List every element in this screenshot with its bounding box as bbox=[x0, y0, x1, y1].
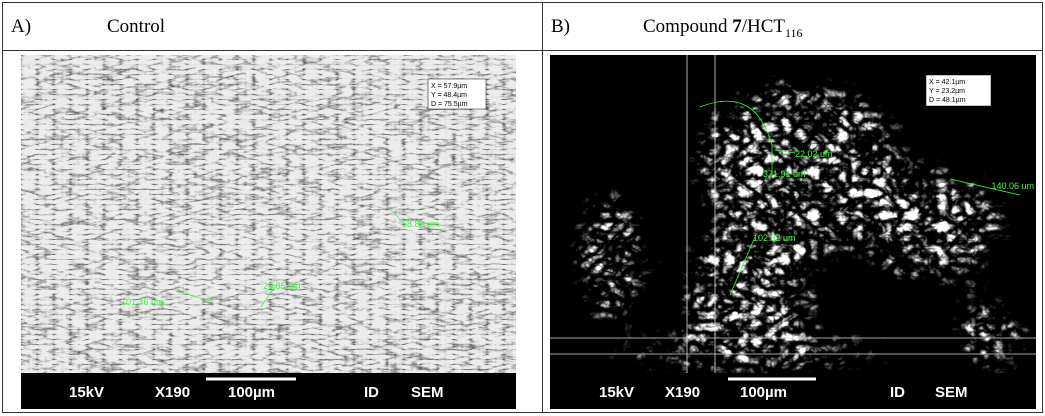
readout-line: Y = 23.2µm bbox=[929, 88, 965, 95]
panel-label: B) bbox=[551, 3, 570, 50]
measurement: 58.80 um bbox=[402, 219, 440, 229]
info-text: X190 bbox=[665, 384, 700, 401]
sem-image: 101.46 um 23.85 um 58.80 um X = 57.9µm Y… bbox=[21, 55, 516, 409]
info-bar: 15kV X190 100µm ID SEM bbox=[550, 373, 1036, 409]
readout-line: X = 42.1µm bbox=[929, 79, 965, 86]
measurement: 23.85 um bbox=[263, 281, 301, 291]
measurement: 22.02 um bbox=[795, 149, 833, 159]
measurement: 102.32 um bbox=[753, 233, 796, 243]
panel-title: Compound 7/HCT116 bbox=[643, 3, 803, 57]
info-text: 15kV bbox=[69, 384, 104, 401]
panel-title: Control bbox=[107, 3, 165, 50]
readout: X = 42.1µm Y = 23.2µm D = 48.1µm bbox=[926, 75, 991, 106]
title-bold: 7 bbox=[732, 16, 742, 37]
readout: X = 57.9µm Y = 48.4µm D = 75.5µm bbox=[428, 79, 486, 109]
info-text: SEM bbox=[935, 384, 968, 401]
measurement: 101.46 um bbox=[121, 297, 164, 307]
info-text: 100µm bbox=[228, 384, 275, 401]
header-cell: B) Compound 7/HCT116 bbox=[543, 3, 1042, 51]
info-bar: 15kV X190 100µm ID SEM bbox=[21, 373, 516, 409]
sem-image: 22.02 um 371.91 um 140.06 um 102.32 um X… bbox=[550, 55, 1036, 409]
info-text: 15kV bbox=[599, 384, 634, 401]
readout-line: Y = 48.4µm bbox=[431, 92, 467, 99]
info-text: ID bbox=[364, 384, 379, 401]
title-sub: 116 bbox=[785, 26, 803, 40]
info-text: SEM bbox=[411, 384, 444, 401]
info-text: X190 bbox=[155, 384, 190, 401]
panel-label: A) bbox=[11, 3, 31, 50]
divider bbox=[542, 3, 543, 412]
header-cell: A) Control bbox=[3, 3, 542, 51]
measurement: 371.91 um bbox=[763, 169, 806, 179]
title-text: /HCT bbox=[742, 16, 785, 37]
measurement: 140.06 um bbox=[991, 181, 1034, 191]
readout-line: D = 48.1µm bbox=[929, 97, 966, 104]
readout-line: X = 57.9µm bbox=[431, 83, 467, 90]
readout-line: D = 75.5µm bbox=[431, 101, 468, 108]
info-text: 100µm bbox=[740, 384, 787, 401]
figure-table: A) Control B) Compound 7/HCT116 101.46 u… bbox=[2, 2, 1043, 413]
info-text: ID bbox=[890, 384, 905, 401]
title-text: Compound bbox=[643, 16, 732, 37]
